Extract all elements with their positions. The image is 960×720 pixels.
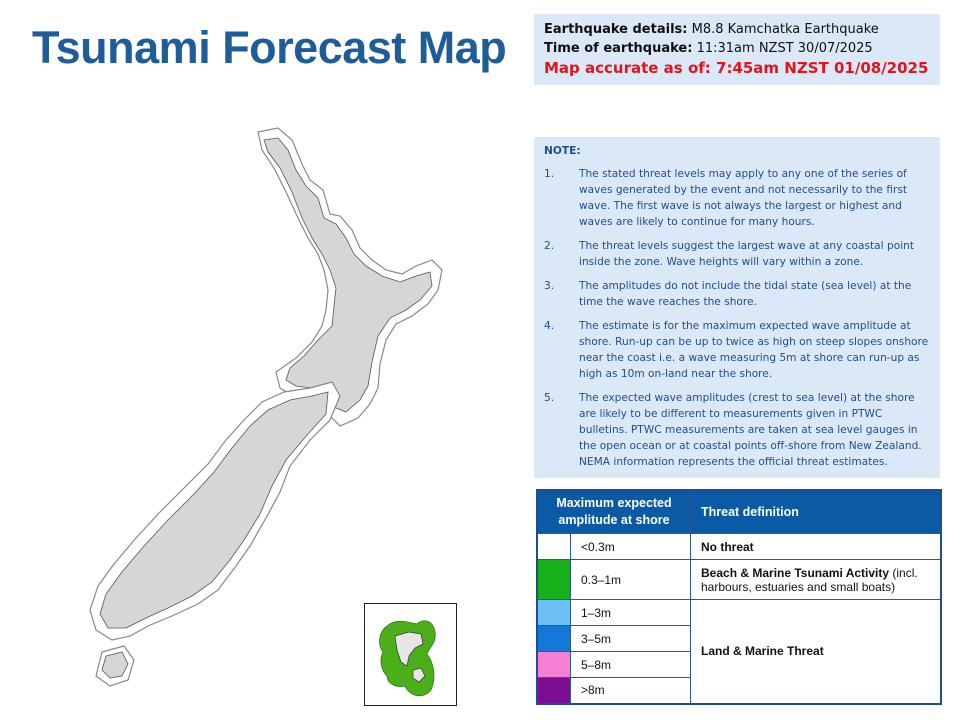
chatham-islands-map	[379, 620, 436, 697]
page-title: Tsunami Forecast Map	[32, 22, 507, 73]
legend-swatch	[536, 677, 571, 704]
note-item: 2. The threat levels suggest the largest …	[544, 238, 930, 270]
legend-swatch	[536, 625, 571, 652]
chatham-island-land	[394, 631, 424, 667]
note-text: The estimate is for the maximum expected…	[579, 320, 929, 380]
pitt-island-land	[412, 667, 426, 683]
legend-swatch	[536, 651, 571, 678]
map-accuracy-text: Map accurate as of: 7:45am NZST 01/08/20…	[544, 59, 929, 77]
note-number: 5.	[544, 392, 555, 404]
time-label: Time of earthquake:	[544, 41, 693, 56]
threat-legend-table: Maximum expected amplitude at shore Thre…	[536, 489, 942, 705]
land-marine-label: Land & Marine Threat	[701, 644, 824, 659]
legend-row: 1–3m Land & Marine Threat	[536, 599, 942, 704]
beach-marine-label: Beach & Marine Tsunami Activity	[701, 565, 890, 580]
stewart-island-land	[101, 651, 129, 679]
notes-box: NOTE: 1. The stated threat levels may app…	[534, 137, 940, 478]
legend-amplitude: >8m	[570, 677, 691, 704]
eq-value: M8.8 Kamchatka Earthquake	[691, 22, 879, 37]
north-island-land	[263, 137, 433, 413]
legend-row: 5–8m	[536, 651, 941, 678]
note-text: The threat levels suggest the largest wa…	[579, 240, 915, 268]
legend-definition: Beach & Marine Tsunami Activity (incl. h…	[690, 559, 942, 600]
legend-definition: Land & Marine Threat	[690, 599, 942, 704]
note-item: 4. The estimate is for the maximum expect…	[544, 318, 930, 382]
earthquake-time-line: Time of earthquake: 11:31am NZST 30/07/2…	[544, 39, 930, 58]
chatham-islands-inset	[364, 603, 457, 706]
legend-swatch	[536, 559, 571, 600]
legend-amplitude: 1–3m	[570, 599, 691, 626]
legend-amplitude-header: Maximum expected amplitude at shore	[536, 489, 691, 534]
north-island	[257, 127, 443, 427]
nz-map	[89, 127, 443, 687]
note-text: The amplitudes do not include the tidal …	[579, 280, 912, 308]
note-number: 2.	[544, 240, 555, 252]
legend-header-row: Maximum expected amplitude at shore Thre…	[536, 489, 942, 534]
legend-amplitude: 0.3–1m	[570, 559, 691, 600]
note-text: The expected wave amplitudes (crest to s…	[579, 392, 922, 468]
notes-heading: NOTE:	[544, 145, 581, 157]
beach-marine-detail: (incl. harbours, estuaries and small boa…	[701, 565, 918, 594]
note-item: 1. The stated threat levels may apply to …	[544, 166, 930, 230]
south-island	[89, 381, 341, 641]
legend-swatch	[536, 599, 571, 626]
note-item: 3. The amplitudes do not include the tida…	[544, 278, 930, 310]
eq-label: Earthquake details:	[544, 22, 688, 37]
no-threat-label: No threat	[701, 539, 754, 554]
note-number: 4.	[544, 320, 555, 332]
note-number: 3.	[544, 280, 555, 292]
legend-definition-header: Threat definition	[690, 489, 942, 534]
note-item: 5. The expected wave amplitudes (crest to…	[544, 390, 930, 470]
legend-row: 0.3–1m Beach & Marine Tsunami Activity (…	[536, 559, 942, 600]
earthquake-details-box: Earthquake details: M8.8 Kamchatka Earth…	[534, 14, 940, 85]
earthquake-details-line: Earthquake details: M8.8 Kamchatka Earth…	[544, 20, 930, 39]
legend-definition: No threat	[690, 533, 942, 560]
stewart-island	[95, 645, 135, 687]
south-island-land	[99, 391, 329, 629]
legend-amplitude: 5–8m	[570, 651, 691, 678]
legend-row: >8m	[536, 677, 941, 704]
legend-amplitude: <0.3m	[570, 533, 691, 560]
legend-row: <0.3m No threat	[536, 533, 942, 560]
time-value: 11:31am NZST 30/07/2025	[696, 41, 873, 56]
legend-amplitude: 3–5m	[570, 625, 691, 652]
legend-row: 3–5m	[536, 625, 941, 652]
legend-swatch	[536, 533, 571, 560]
note-number: 1.	[544, 168, 555, 180]
note-text: The stated threat levels may apply to an…	[579, 168, 908, 228]
